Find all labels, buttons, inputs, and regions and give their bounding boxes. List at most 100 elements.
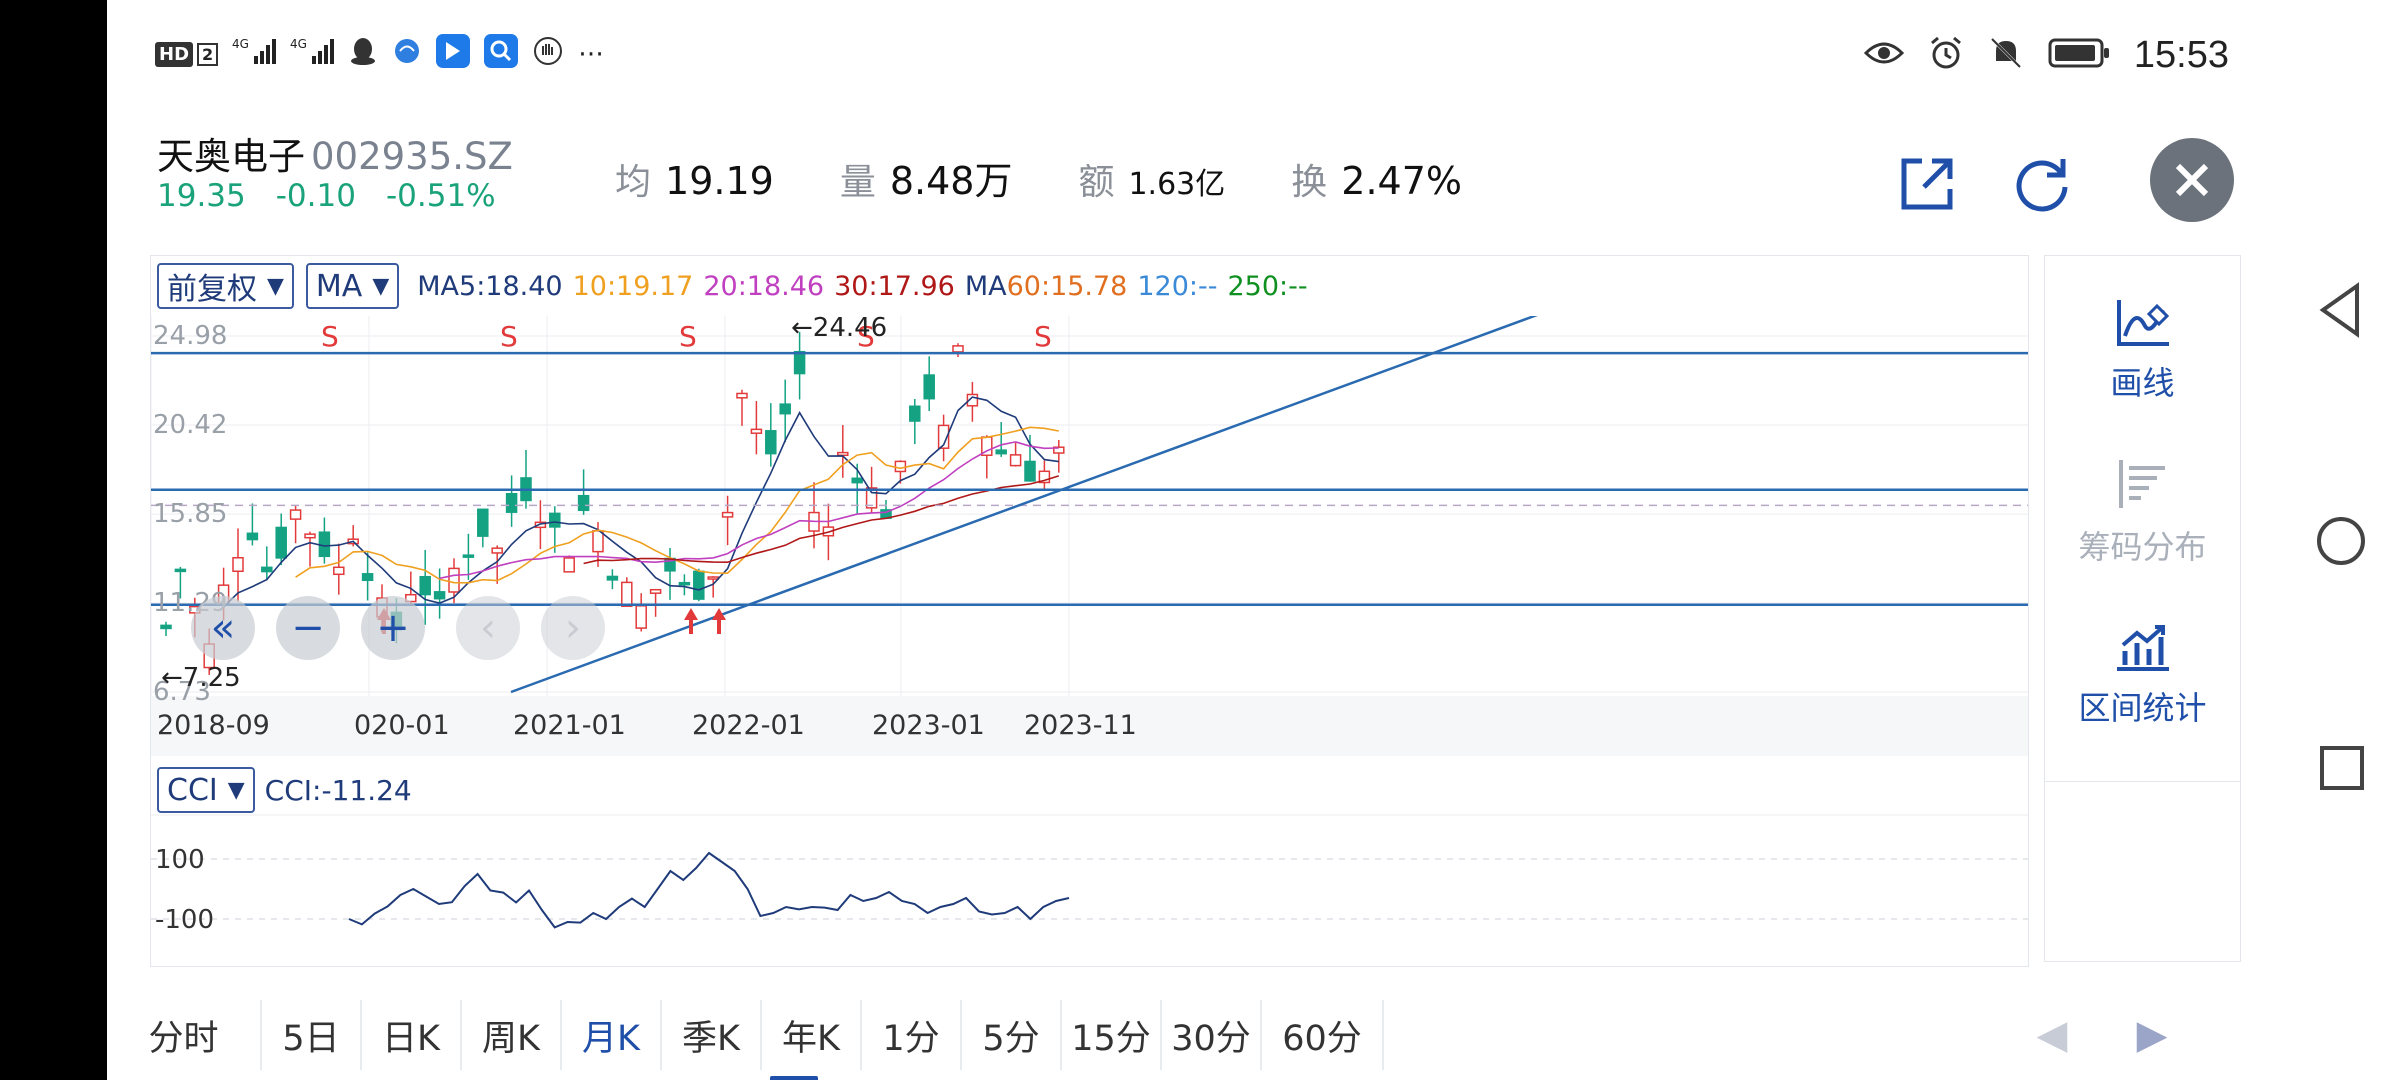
range-stats-tool[interactable]: 区间统计 bbox=[2045, 621, 2240, 729]
indicator-dropdown[interactable]: MA ▼ bbox=[305, 263, 400, 309]
zoom-in-button[interactable]: + bbox=[361, 596, 425, 660]
tabs-prev-button[interactable]: ◀ bbox=[2036, 1012, 2068, 1058]
tab-60min[interactable]: 60分 bbox=[1262, 1000, 1384, 1070]
sim-number: 2 bbox=[197, 42, 219, 66]
y-tick-label: 6.73 bbox=[153, 677, 211, 707]
candle-down bbox=[462, 554, 475, 558]
stat-label: 额 bbox=[1078, 162, 1115, 203]
candle-down bbox=[419, 575, 431, 596]
nav-back-button[interactable] bbox=[2317, 280, 2365, 340]
price-line: 19.35 -0.10 -0.51% bbox=[157, 178, 496, 214]
zoom-out-button[interactable]: − bbox=[276, 596, 340, 660]
system-nav-bar bbox=[2277, 0, 2400, 1080]
status-bar: HD 2 4G 4G ⋯ 15:53 bbox=[107, 0, 2277, 110]
candle-down bbox=[678, 581, 691, 586]
candle-up bbox=[865, 487, 878, 509]
tab-label: 年K bbox=[782, 1018, 840, 1059]
ma20-value: 20:18.46 bbox=[703, 270, 825, 302]
candle-up bbox=[937, 424, 950, 449]
stat-value: 2.47% bbox=[1341, 159, 1462, 203]
tab-month-k[interactable]: 月K bbox=[562, 1000, 662, 1070]
hd-badge: HD bbox=[155, 41, 194, 67]
chart-panel: 前复权 ▼ MA ▼ MA5:18.40 10:19.17 20:18.46 30:… bbox=[150, 255, 2029, 967]
price-change: -0.10 bbox=[275, 178, 356, 214]
chevron-down-icon: ▼ bbox=[372, 273, 390, 299]
chevron-down-icon: ▼ bbox=[227, 777, 245, 803]
sell-marker: S bbox=[857, 320, 875, 353]
x-tick-label: 2021-01 bbox=[513, 710, 626, 741]
stat-label: 换 bbox=[1291, 162, 1328, 203]
app-icon bbox=[436, 34, 471, 74]
tab-15min[interactable]: 15分 bbox=[1062, 1000, 1162, 1070]
cci-dropdown[interactable]: CCI ▼ bbox=[157, 767, 255, 813]
tab-week-k[interactable]: 周K bbox=[462, 1000, 562, 1070]
battery-icon bbox=[2048, 37, 2110, 73]
tab-label: 周K bbox=[482, 1018, 540, 1059]
stat-value: 1.63亿 bbox=[1128, 167, 1226, 202]
price-change-pct: -0.51% bbox=[385, 178, 496, 214]
zoom-controls: « − + ‹ › bbox=[191, 596, 611, 666]
scroll-right-button[interactable]: › bbox=[541, 596, 605, 660]
cci-chart[interactable]: 100 -100 bbox=[151, 814, 2028, 964]
tab-5day[interactable]: 5日 bbox=[262, 1000, 362, 1070]
tab-label: 1分 bbox=[882, 1018, 940, 1059]
candle-down bbox=[174, 568, 187, 573]
candle-up bbox=[232, 557, 244, 572]
range-stats-label: 区间统计 bbox=[2078, 689, 2207, 727]
status-right: 15:53 bbox=[1863, 30, 2229, 80]
stat-avg: 均 19.19 bbox=[615, 153, 774, 205]
stock-name: 天奥电子 bbox=[157, 135, 305, 178]
tab-quarter-k[interactable]: 季K bbox=[662, 1000, 762, 1070]
ma-line bbox=[223, 396, 1059, 608]
candle-down bbox=[606, 575, 619, 581]
candle-up bbox=[333, 566, 345, 576]
candle-down bbox=[793, 350, 806, 375]
scroll-left-button[interactable]: ‹ bbox=[456, 596, 520, 660]
clock: 15:53 bbox=[2133, 33, 2229, 76]
ma250-value: 250:-- bbox=[1227, 270, 1308, 302]
buy-arrow-marker bbox=[684, 608, 698, 634]
svg-text:4G: 4G bbox=[232, 37, 249, 51]
close-button[interactable] bbox=[2150, 138, 2234, 222]
candle-down bbox=[851, 477, 863, 484]
x-tick-label: 2022-01 bbox=[692, 710, 805, 741]
candle-up bbox=[289, 509, 302, 520]
chip-distribution-icon bbox=[2118, 460, 2165, 508]
low-annotation: ←7.25 bbox=[161, 663, 241, 693]
refresh-button[interactable] bbox=[1992, 134, 2092, 234]
signal-icon: 4G bbox=[290, 36, 335, 72]
chip-distribution-label: 筹码分布 bbox=[2078, 528, 2207, 566]
candle-down bbox=[909, 405, 921, 422]
candle-up bbox=[721, 511, 734, 518]
candle-down bbox=[1024, 460, 1036, 482]
candle-up bbox=[894, 460, 907, 473]
candle-down bbox=[477, 508, 489, 537]
tab-label: 5分 bbox=[982, 1018, 1040, 1059]
tab-minute[interactable]: 分时 bbox=[107, 1000, 262, 1070]
zoom-start-button[interactable]: « bbox=[191, 596, 255, 660]
signal-icon: 4G bbox=[232, 36, 277, 72]
candle-down bbox=[995, 449, 1007, 455]
hand-icon bbox=[532, 35, 564, 73]
tabs-next-button[interactable]: ▶ bbox=[2136, 1012, 2168, 1058]
nav-home-button[interactable] bbox=[2315, 515, 2367, 567]
draw-line-tool[interactable]: 画线 bbox=[2045, 296, 2240, 404]
draw-line-label: 画线 bbox=[2110, 364, 2175, 402]
candle-down bbox=[275, 526, 287, 559]
share-button[interactable] bbox=[1877, 134, 1977, 234]
nav-recents-button[interactable] bbox=[2319, 745, 2365, 791]
adjust-dropdown[interactable]: 前复权 ▼ bbox=[157, 263, 294, 309]
tab-5min[interactable]: 5分 bbox=[962, 1000, 1062, 1070]
tab-1min[interactable]: 1分 bbox=[862, 1000, 962, 1070]
candle-up bbox=[304, 533, 316, 539]
chip-distribution-tool[interactable]: 筹码分布 bbox=[2045, 456, 2240, 568]
mute-icon bbox=[1988, 35, 2024, 75]
tab-30min[interactable]: 30分 bbox=[1162, 1000, 1262, 1070]
tab-year-k[interactable]: 年K bbox=[762, 1000, 862, 1070]
tab-label: 5日 bbox=[282, 1018, 340, 1059]
tab-day-k[interactable]: 日K bbox=[362, 1000, 462, 1070]
stock-header: 天奥电子 002935.SZ 19.35 -0.10 -0.51% 均 19.19 … bbox=[107, 120, 2277, 230]
period-tabs: 分时 5日 日K 周K 月K 季K 年K 1分 5分 15分 30分 60分 ◀… bbox=[107, 960, 2277, 1080]
x-tick-label: 2018-09 bbox=[157, 710, 270, 741]
